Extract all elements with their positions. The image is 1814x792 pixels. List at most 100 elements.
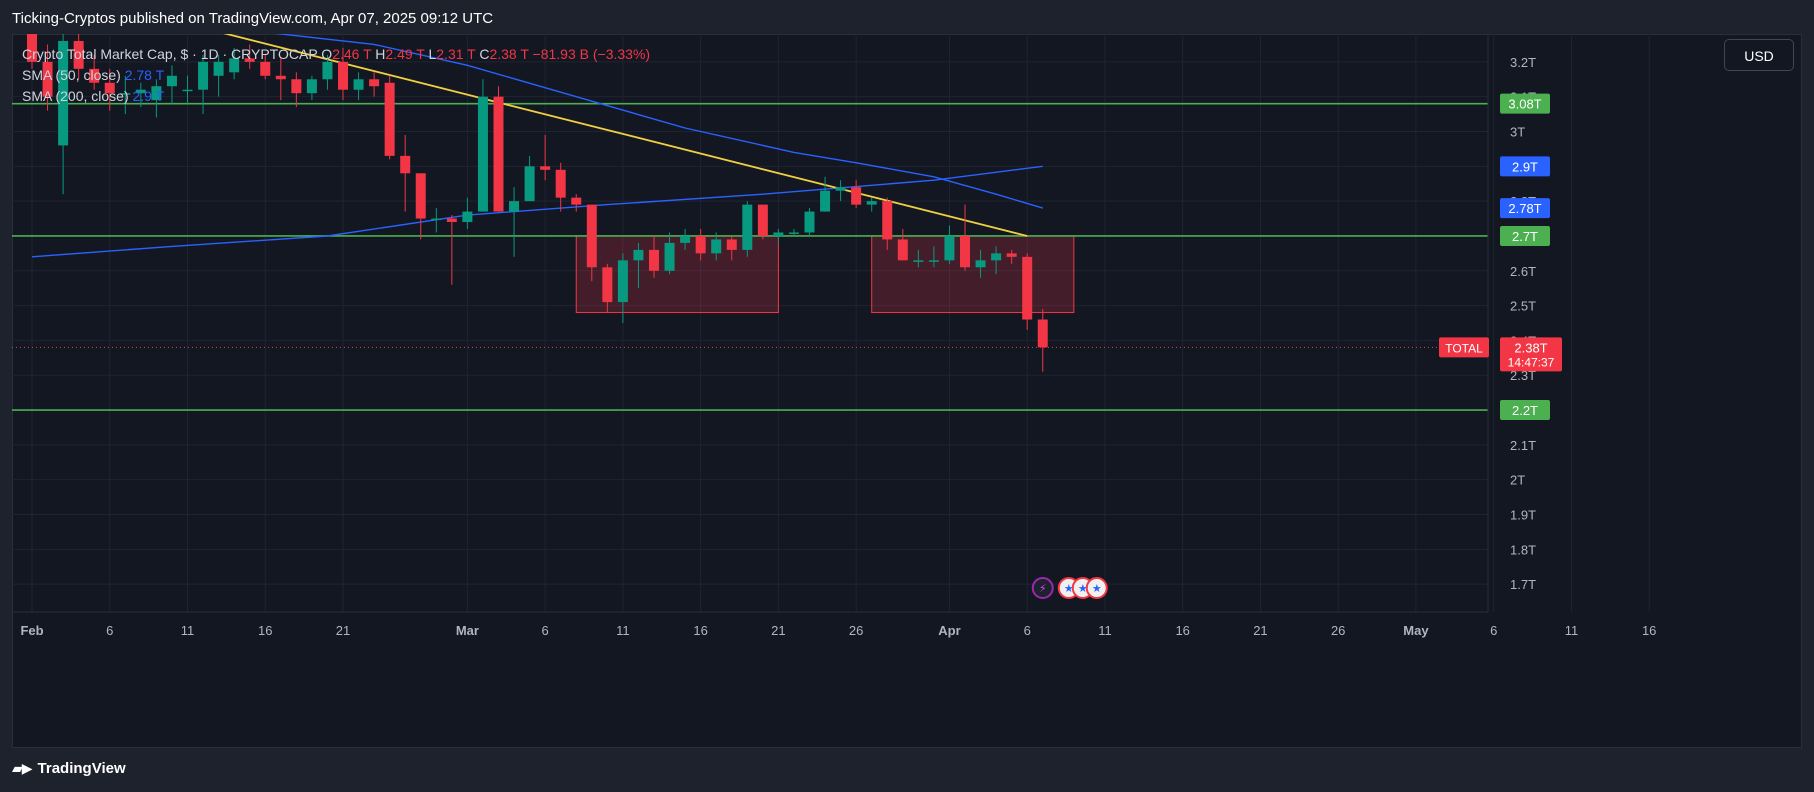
candle-body [306,79,317,94]
chart-frame [12,34,1802,748]
candle-body [835,187,846,191]
y-tick-label: 2.3T [1510,368,1536,383]
x-tick-label: 6 [1024,623,1031,638]
candle-body [586,204,597,268]
level-price-tag-bg [1500,225,1550,246]
footer-brand[interactable]: ▰▶ TradingView [12,760,126,777]
candle-body [571,197,582,205]
candle-body [384,82,395,156]
us-flag-icon: ★ [1085,577,1108,599]
sma50-row[interactable]: SMA (50, close) 2.78 T [22,65,650,86]
y-tick-label: 2.6T [1510,264,1536,279]
bolt-icon: ⚡ [1031,577,1054,599]
candle-body [1006,253,1017,257]
sma-price-tag-bg [1500,198,1550,219]
candle-body [524,166,535,202]
sma200-line [31,165,1043,258]
candle-body [291,79,302,94]
last-price-tag-bg [1500,337,1562,372]
sma-price-tag-bg [1500,156,1550,177]
candle-body [322,61,333,80]
candle-body [260,61,271,76]
y-tick-label: 1.8T [1510,542,1536,557]
change-value: −81.93 B (−3.33%) [532,46,651,62]
candle-body [353,79,364,90]
sma200-row[interactable]: SMA (200, close) 2.9 T [22,86,650,107]
high-value: 2.49 T [385,46,425,62]
candle-body [369,79,380,87]
candle-body [431,218,442,221]
chart-legend: Crypto Total Market Cap, $ · 1D · CRYPTO… [22,44,650,107]
candle-body [244,58,255,62]
chart-canvas[interactable]: 1.7T1.8T1.9T2T2.1T2.2T2.3T2.4T2.5T2.6T2.… [12,34,1802,748]
candle-body [151,86,162,101]
candle-body [602,267,613,303]
y-tick-label: 3T [1510,124,1525,139]
candle-body [711,239,722,254]
x-tick-label: 16 [1175,623,1189,638]
candle-body [742,204,753,250]
series-tag-label: TOTAL [1445,341,1483,355]
high-label: H [375,46,386,62]
candle-body [493,96,504,212]
candle-body [415,173,426,219]
last-price-label: 2.38T [1514,340,1547,355]
x-tick-label: 11 [1098,623,1112,638]
candle-body [73,40,84,69]
level-price-tag: 2.2T [1512,403,1538,418]
sma200-label: SMA (200, close) [22,88,129,104]
x-tick-label: Apr [938,623,960,638]
y-tick-label: 3.2T [1510,55,1536,70]
candle-body [633,249,644,261]
currency-button[interactable]: USD [1724,39,1794,71]
sma50-line [274,34,1043,209]
candle-body [695,235,706,254]
candle-body [198,61,209,90]
y-tick-label: 2.1T [1510,438,1536,453]
candle-body [120,93,131,95]
candle-body [540,166,551,170]
x-tick-label: 16 [1642,623,1656,638]
candle-body [944,235,955,261]
sma200-value: 2.9 T [132,88,165,104]
candle-body [866,201,877,205]
candle-body [960,235,970,268]
candle-body [135,89,146,94]
candle-body [726,239,737,250]
candle-body [975,260,986,268]
y-tick-label: 1.7T [1510,577,1536,592]
symbol-title[interactable]: Crypto Total Market Cap, $ · 1D · CRYPTO… [22,46,318,62]
x-tick-label: 11 [1565,623,1579,638]
candle-body [446,218,457,223]
candle-body [913,260,924,262]
candle-body [555,169,566,198]
x-tick-label: 21 [336,623,350,638]
close-label: C [479,46,490,62]
x-tick-label: 11 [616,623,630,638]
countdown-label: 14:47:37 [1508,355,1555,369]
candle-body [338,61,348,90]
x-tick-label: 6 [106,623,113,638]
level-price-tag-bg [1500,400,1550,421]
series-tag-bg [1439,337,1489,358]
y-tick-label: 2T [1510,473,1525,488]
candle-body [477,96,488,212]
x-tick-label: 16 [693,623,707,638]
candle-body [182,89,193,92]
candle-body [27,34,37,62]
x-tick-label: 6 [1490,623,1497,638]
svg-text:⚡: ⚡ [1039,582,1047,595]
candle-body [213,61,224,76]
candle-body [928,260,939,262]
level-price-tag: 3.08T [1508,97,1541,112]
svg-text:★: ★ [1078,582,1088,595]
sma50-value: 2.78 T [124,67,165,83]
candle-body [104,82,115,94]
sma50-label: SMA (50, close) [22,67,121,83]
x-tick-label: 16 [258,623,272,638]
candle-body [649,249,659,271]
candle-body [462,211,473,223]
publish-info: Ticking-Cryptos published on TradingView… [12,10,494,27]
candle-body [773,232,784,236]
candle-body [680,235,691,243]
